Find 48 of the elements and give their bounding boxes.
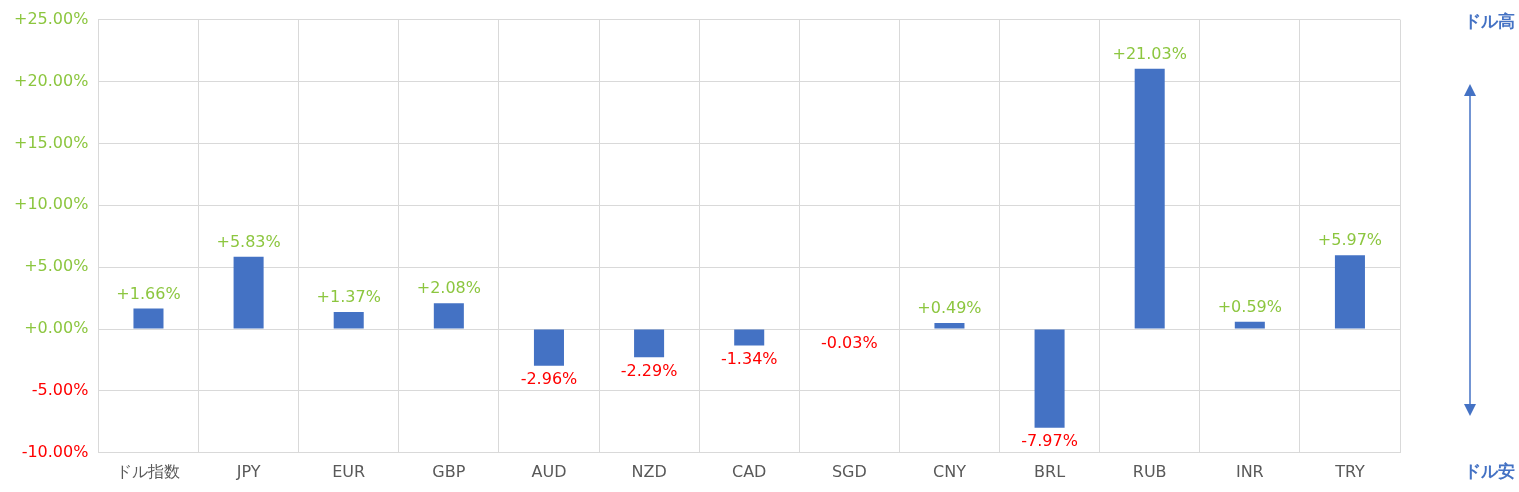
bar (734, 329, 765, 346)
y-tick-label: -10.00% (21, 441, 89, 461)
data-label: -1.34% (720, 348, 778, 368)
data-label: +21.03% (1112, 43, 1187, 63)
x-tick-label: BRL (1034, 461, 1066, 481)
bar (1334, 255, 1365, 329)
data-label: -7.97% (1021, 430, 1078, 450)
y-tick-label: +0.00% (24, 318, 89, 338)
data-label: -2.29% (620, 360, 678, 380)
x-tick-label: JPY (235, 461, 261, 481)
data-label: +0.59% (1217, 296, 1282, 316)
x-tick-label: SGD (831, 461, 867, 481)
y-tick-label: +25.00% (13, 8, 89, 28)
x-tick-label: NZD (631, 461, 667, 481)
bar (1034, 329, 1065, 428)
y-tick-label: +15.00% (13, 132, 89, 152)
x-tick-label: GBP (432, 461, 466, 481)
y-tick-label: +5.00% (24, 256, 89, 276)
data-label: +5.97% (1317, 230, 1383, 250)
data-label: -0.03% (821, 332, 878, 352)
data-label: +5.83% (216, 232, 281, 252)
text: ドル安 (1464, 460, 1515, 483)
data-label: -2.96% (520, 368, 578, 388)
bar (1134, 68, 1165, 329)
bar (433, 303, 464, 329)
bar (533, 329, 564, 366)
bar (1234, 321, 1265, 329)
x-tick-label: CNY (932, 461, 967, 481)
y-tick-label: +20.00% (13, 70, 89, 90)
x-tick-label: INR (1235, 461, 1264, 481)
bar (233, 256, 264, 329)
x-tick-label: ドル指数 (116, 461, 181, 481)
y-tick-label: -5.00% (31, 380, 89, 400)
data-label: +0.49% (917, 298, 982, 318)
x-tick-label: RUB (1132, 461, 1167, 481)
bar (333, 312, 364, 329)
data-label: +1.37% (316, 287, 381, 307)
bar (634, 329, 665, 358)
x-tick-label: CAD (731, 461, 767, 481)
bar (934, 322, 965, 329)
data-label: +1.66% (116, 283, 181, 303)
data-label: +2.08% (416, 278, 481, 298)
bar (133, 308, 164, 329)
text: ドル高 (1464, 10, 1515, 33)
x-tick-label: AUD (531, 461, 567, 481)
x-tick-label: EUR (332, 461, 366, 481)
y-tick-label: +10.00% (13, 194, 89, 214)
x-tick-label: TRY (1334, 461, 1365, 481)
